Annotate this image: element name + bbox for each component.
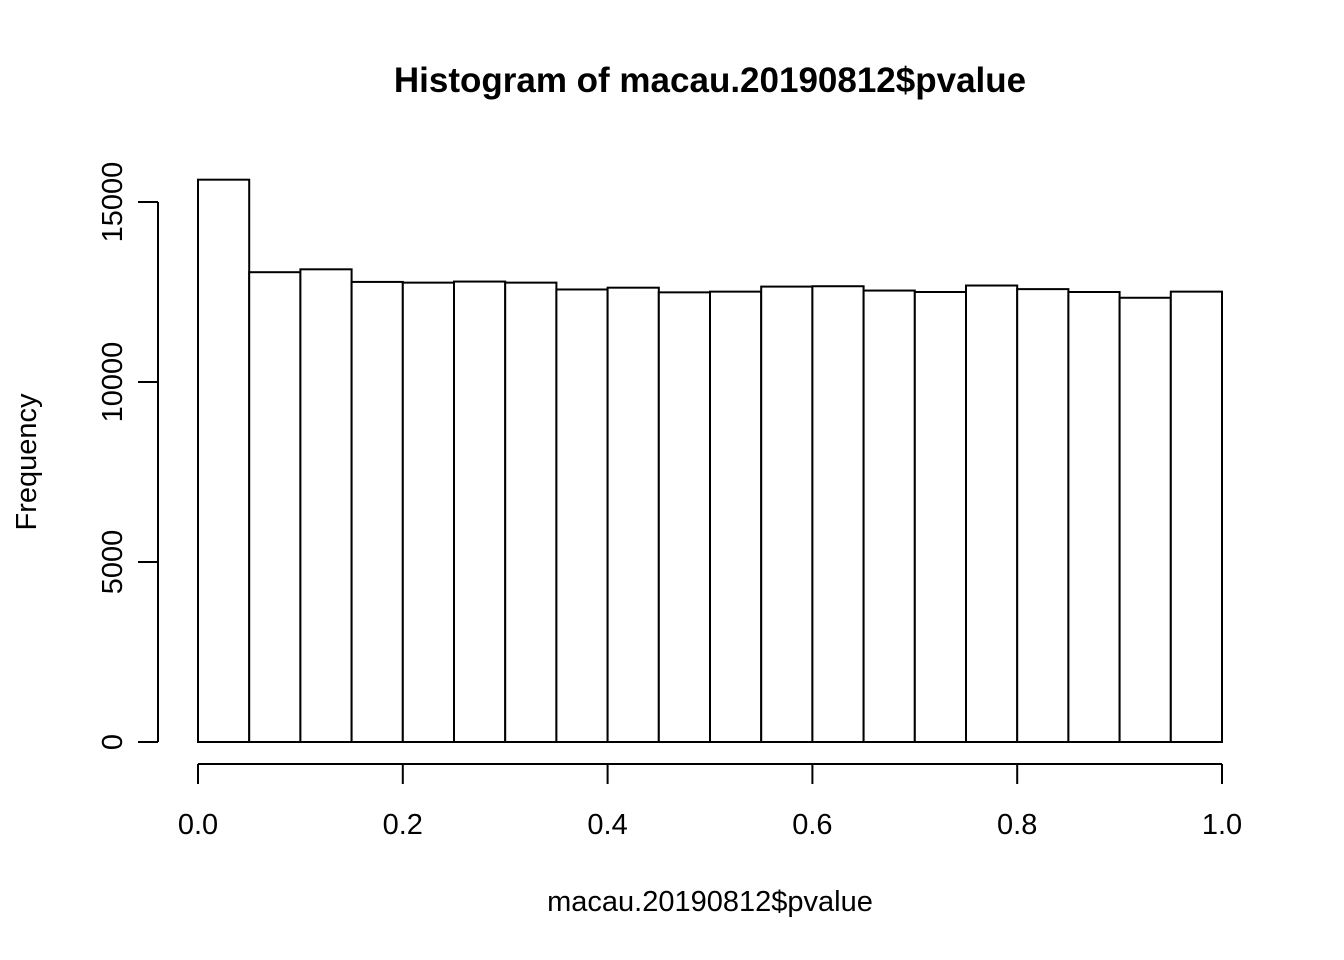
histogram-bar-13 [862, 289, 916, 743]
x-axis: 0.0 0.2 0.4 0.6 0.8 1.0 [178, 763, 1242, 841]
y-axis-label: Frequency [11, 393, 43, 531]
x-axis-label: macau.20190812$pvalue [547, 886, 873, 918]
y-tick-label-0: 0 [97, 734, 129, 750]
y-tick-label-1: 5000 [97, 530, 129, 595]
histogram-bar-0 [197, 178, 251, 743]
histogram-bar-7 [555, 288, 609, 743]
x-tick-label-1: 0.2 [383, 809, 423, 841]
histogram-bar-11 [760, 285, 814, 743]
histogram-bar-9 [657, 291, 711, 743]
histogram-bar-10 [709, 290, 763, 743]
x-tick-label-2: 0.4 [587, 809, 627, 841]
histogram-bar-19 [1169, 290, 1224, 743]
histogram-bar-15 [965, 284, 1019, 743]
chart-title: Histogram of macau.20190812$pvalue [394, 61, 1026, 100]
y-axis: 0 5000 10000 15000 [97, 162, 159, 750]
histogram-bar-2 [299, 268, 353, 743]
y-tick-label-3: 15000 [97, 162, 129, 243]
histogram-bar-12 [811, 285, 865, 743]
histogram-bar-17 [1067, 291, 1121, 743]
histogram-bar-6 [504, 281, 558, 743]
histogram-bar-4 [401, 281, 455, 743]
histogram-bar-1 [248, 271, 302, 743]
histogram-bar-16 [1016, 288, 1070, 743]
histogram-bar-14 [913, 291, 967, 743]
x-tick-label-0: 0.0 [178, 809, 218, 841]
x-tick-label-3: 0.6 [792, 809, 832, 841]
histogram-bars [197, 178, 1224, 743]
x-tick-label-4: 0.8 [997, 809, 1037, 841]
histogram-bar-18 [1118, 296, 1172, 743]
x-tick-label-5: 1.0 [1202, 809, 1242, 841]
histogram-bar-3 [350, 280, 404, 743]
histogram-bar-8 [606, 286, 660, 743]
histogram-bar-5 [453, 280, 507, 743]
y-tick-label-2: 10000 [97, 342, 129, 423]
